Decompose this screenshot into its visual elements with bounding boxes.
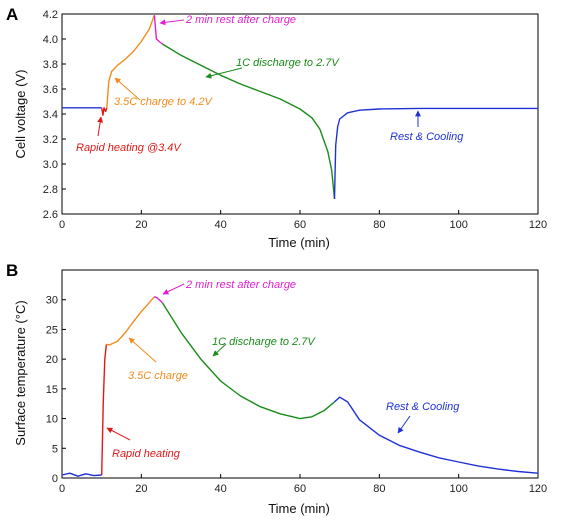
panel-a-y-tick-label: 3.4 [43,109,58,121]
panel-b-x-axis-label: Time (min) [268,501,330,516]
panel-a-x-tick-label: 0 [59,219,65,231]
annotation-rest-after-charge-a: 2 min rest after charge [159,14,296,26]
panel-a-series-line-3 [153,15,163,45]
panel-b-axes: 0 20 40 60 80 100 120 0 5 10 15 20 25 30 [46,269,547,495]
panel-b-x-tick-label: 60 [294,483,306,495]
annotation-rapid-heating-a: Rapid heating @3.4V [76,116,182,154]
panel-a-axes: 0 20 40 60 80 100 120 2.6 2.8 3.0 3.2 3.4 3.6 3.8 4.0 4… [43,9,547,231]
panel-b-series-line-2 [106,296,155,346]
panel-b-x-tick-label: 0 [59,483,65,495]
panel-b-series-line-5 [334,396,539,474]
panel-b-x-tick-label: 80 [373,483,385,495]
annotation-label: Rapid heating @3.4V [76,142,182,154]
annotation-label: Rapid heating [112,448,181,460]
panel-a: A 0 20 40 60 80 100 120 2.6 2.8 3.0 3.2 3.4 3.6 3.8 4.… [6,5,547,250]
panel-b-series-line-4 [161,302,335,420]
panel-b-y-tick-label: 0 [52,473,58,485]
panel-b-series [61,296,539,477]
annotation-label: 1C discharge to 2.7V [212,336,316,348]
annotation-charge-b: 3.5C charge [128,337,188,382]
annotation-label: 3.5C charge to 4.2V [114,96,214,108]
panel-b-x-tick-label: 100 [449,483,467,495]
annotation-label: Rest & Cooling [386,401,460,413]
panel-b-x-tick-label: 40 [215,483,227,495]
panel-a-x-tick-label: 80 [373,219,385,231]
panel-a-x-axis-label: Time (min) [268,235,330,250]
annotation-label: Rest & Cooling [390,131,464,143]
panel-a-x-tick-label: 20 [135,219,147,231]
panel-b-x-tick-label: 20 [135,483,147,495]
panel-b-x-tick-label: 120 [529,483,547,495]
panel-a-series-line-2 [106,14,156,108]
panel-b-y-tick-label: 15 [46,384,58,396]
annotation-rest-cooling-a: Rest & Cooling [390,110,464,143]
panel-a-y-tick-label: 4.2 [43,9,58,21]
panel-b-y-tick-label: 5 [52,443,58,455]
annotation-charge-a: 3.5C charge to 4.2V [114,77,214,108]
panel-a-series-line-4 [162,43,336,200]
annotation-label: 3.5C charge [128,370,188,382]
annotation-discharge-a: 1C discharge to 2.7V [205,57,340,79]
panel-a-x-tick-label: 60 [294,219,306,231]
annotation-label: 2 min rest after charge [185,279,296,291]
panel-b-y-tick-label: 20 [46,354,58,366]
panel-a-y-tick-label: 2.8 [43,184,58,196]
panel-b-series-line-0 [61,472,102,477]
annotation-discharge-b: 1C discharge to 2.7V [212,336,316,357]
annotation-label: 1C discharge to 2.7V [236,57,340,69]
panel-a-plot-frame [61,13,539,215]
panel-a-x-tick-label: 40 [215,219,227,231]
panel-b-letter: B [6,261,18,280]
panel-a-series [62,14,538,200]
panel-a-y-tick-label: 2.6 [43,209,58,221]
panel-a-series-line-5 [333,107,538,200]
panel-b-series-line-3 [154,296,163,304]
panel-b-y-tick-label: 30 [46,295,58,307]
panel-a-x-tick-label: 120 [529,219,547,231]
panel-a-series-line-1 [101,107,108,117]
panel-a-y-tick-label: 3.8 [43,59,58,71]
panel-b-series-line-1 [101,344,108,476]
annotation-rapid-heating-b: Rapid heating [106,427,181,460]
panel-a-y-tick-label: 3.0 [43,159,58,171]
panel-b-y-tick-label: 25 [46,324,58,336]
annotation-label: 2 min rest after charge [185,14,296,26]
panel-b-y-tick-label: 10 [46,414,58,426]
annotation-rest-after-charge-b: 2 min rest after charge [162,279,296,295]
panel-a-y-axis-label: Cell voltage (V) [13,70,28,159]
panel-a-x-tick-label: 100 [449,219,467,231]
panel-a-y-tick-label: 3.2 [43,134,58,146]
panel-b: B 0 20 40 60 80 100 120 0 5 10 15 20 25 30 Time (min)… [6,261,547,516]
annotation-rest-cooling-b: Rest & Cooling [386,401,460,434]
panel-a-letter: A [6,5,18,24]
panel-b-y-axis-label: Surface temperature (°C) [13,300,28,445]
panel-a-y-tick-label: 4.0 [43,34,58,46]
panel-a-y-tick-label: 3.6 [43,84,58,96]
